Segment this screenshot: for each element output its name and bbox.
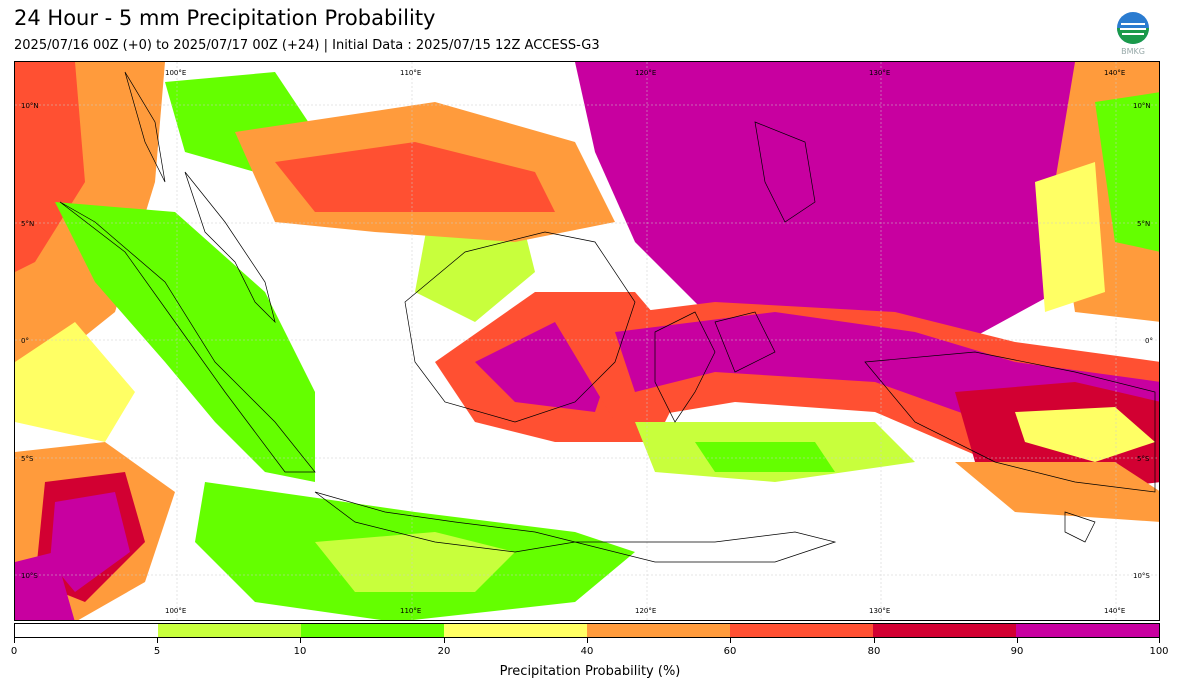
lon-label-bottom: 130°E [869,607,890,615]
colorbar-tick-label: 5 [153,646,161,657]
precip-region [275,142,555,212]
lat-label-left: 10°N [21,102,39,110]
lat-label-right: 10°N [1133,102,1151,110]
lat-label-left: 10°S [21,572,38,580]
precipitation-map: 100°E 110°E 120°E 130°E 140°E 100°E 110°… [14,61,1160,621]
colorbar-tick [444,638,445,643]
logo-text: BMKG [1121,47,1145,56]
colorbar-segment [730,624,873,637]
lon-label-top: 110°E [400,69,421,77]
colorbar-tick [300,638,301,643]
colorbar-segment [15,624,158,637]
precip-region [15,322,135,442]
colorbar-segment [873,624,1016,637]
precip-region [15,62,85,272]
lat-label-left: 0° [21,337,29,345]
colorbar-tick-label: 80 [867,646,881,657]
colorbar-segment [301,624,444,637]
lat-label-right: 10°S [1133,572,1150,580]
colorbar-tick-label: 40 [580,646,594,657]
precip-region [15,552,75,620]
precip-region [50,492,130,592]
map-title: 24 Hour - 5 mm Precipitation Probability [14,6,436,30]
lon-label-top: 120°E [635,69,656,77]
lon-label-top: 100°E [165,69,186,77]
lon-label-bottom: 100°E [165,607,186,615]
lon-label-top: 130°E [869,69,890,77]
colorbar-tick [157,638,158,643]
map-subtitle: 2025/07/16 00Z (+0) to 2025/07/17 00Z (+… [14,38,600,53]
precip-region [55,202,315,482]
colorbar [14,623,1160,638]
precip-region [1015,407,1155,462]
colorbar-tick-label: 60 [723,646,737,657]
map-canvas: 100°E 110°E 120°E 130°E 140°E 100°E 110°… [15,62,1159,620]
colorbar-tick [587,638,588,643]
colorbar-tick [1017,638,1018,643]
precip-region [955,462,1159,522]
precip-region [315,532,515,592]
lon-label-bottom: 110°E [400,607,421,615]
lat-label-left: 5°N [21,220,34,228]
colorbar-tick-label: 0 [10,646,18,657]
precip-region [1035,162,1105,312]
colorbar-tick-label: 10 [293,646,307,657]
colorbar-segment [1016,624,1159,637]
coastlines [59,71,1156,563]
colorbar-segment [158,624,301,637]
lat-label-left: 5°S [21,455,34,463]
colorbar-segment [587,624,730,637]
bmkg-logo-icon: BMKG [1113,10,1153,56]
colorbar-segment [444,624,587,637]
colorbar-tick-label: 100 [1149,646,1169,657]
colorbar-tick-label: 90 [1010,646,1024,657]
lat-label-right: 5°S [1137,455,1150,463]
precip-region [1095,92,1159,252]
precip-region [695,442,835,472]
lon-label-bottom: 120°E [635,607,656,615]
colorbar-tick-label: 20 [437,646,451,657]
lon-label-top: 140°E [1104,69,1125,77]
colorbar-tick [14,638,15,643]
colorbar-tick [730,638,731,643]
precip-region [575,62,1095,362]
colorbar-label: Precipitation Probability (%) [499,664,681,679]
lon-label-bottom: 140°E [1104,607,1125,615]
colorbar-tick [1159,638,1160,643]
lat-label-right: 0° [1145,337,1153,345]
colorbar-tick [874,638,875,643]
colorbar-ticks: 0 5 10 20 40 60 80 90 100 [10,638,1169,658]
lat-label-right: 5°N [1137,220,1150,228]
